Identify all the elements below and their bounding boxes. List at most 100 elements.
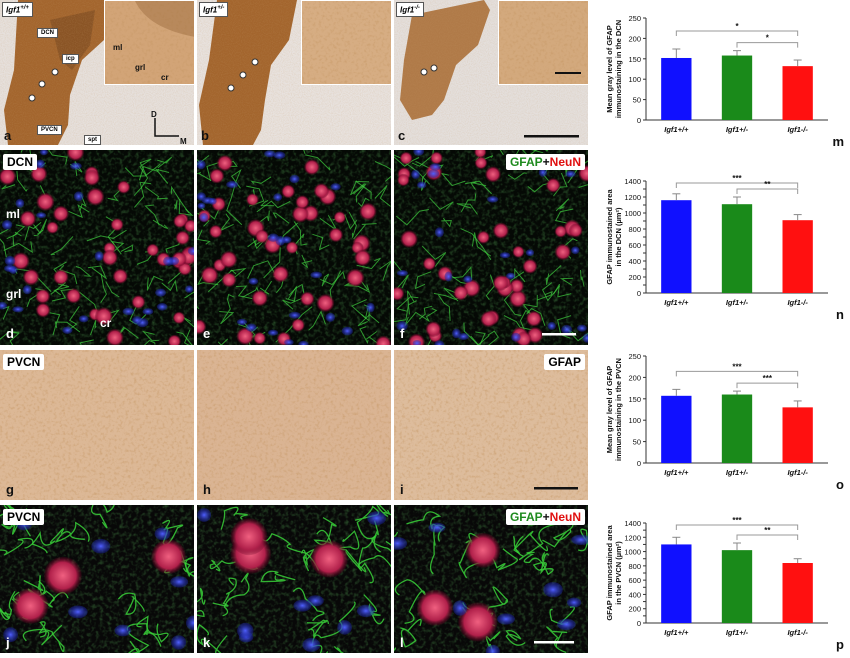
- neun-cell: [113, 269, 128, 284]
- nucleus: [274, 151, 286, 159]
- nucleus: [155, 527, 171, 540]
- nucleus: [62, 327, 72, 334]
- region-label-pvcn: PVCN: [37, 125, 62, 135]
- x-tick-label: Igf1-/-: [787, 628, 808, 637]
- panel-label-o: o: [836, 477, 844, 492]
- neun-cell: [359, 203, 376, 220]
- nucleus: [453, 600, 467, 615]
- neun-cell: [176, 231, 190, 245]
- neun-cell: [526, 311, 542, 327]
- panel-label-i: i: [400, 482, 404, 497]
- panel-label-b: b: [201, 128, 209, 143]
- significance-bracket: [676, 31, 797, 36]
- bar-0: [661, 396, 691, 463]
- neun-cell: [44, 557, 82, 595]
- nucleus: [567, 598, 581, 608]
- nucleus: [367, 511, 386, 525]
- nucleus: [155, 289, 166, 297]
- significance-bracket: [737, 383, 798, 388]
- panel-b-inset: [301, 0, 391, 85]
- orientation-arrows: [153, 118, 181, 140]
- region-label-spt: spt: [84, 135, 101, 145]
- nucleus: [487, 196, 498, 203]
- nucleus: [571, 246, 579, 254]
- neun-cell: [254, 332, 266, 344]
- bar-1: [722, 395, 752, 463]
- stain-tag-gfap: GFAP: [544, 354, 585, 370]
- neun-cell: [23, 269, 39, 285]
- nucleus: [302, 638, 320, 652]
- y-axis-label-line: GFAP immunostained area: [605, 525, 614, 621]
- y-tick-label: 150: [628, 395, 641, 404]
- region-tag-pvcn-dab: PVCN: [3, 354, 44, 370]
- nucleus: [445, 272, 453, 282]
- significance-bracket: [676, 183, 797, 188]
- panel-label-l: l: [400, 635, 404, 650]
- neun-cell: [87, 188, 105, 206]
- layer-label-cr: cr: [100, 316, 111, 330]
- neun-cell: [317, 294, 335, 312]
- panel-d-dcn-fluorescence: DCN ml grl cr d: [0, 150, 194, 345]
- x-tick-label: Igf1+/-: [726, 468, 749, 477]
- nucleus: [91, 539, 110, 554]
- neun-cell: [217, 155, 233, 171]
- nucleus: [357, 605, 375, 617]
- significance-bracket: [737, 189, 798, 194]
- nucleus: [237, 623, 253, 639]
- nucleus: [326, 313, 336, 322]
- y-axis-label-line: GFAP immunostained area: [605, 189, 614, 285]
- bar-0: [661, 58, 691, 120]
- nucleus: [342, 327, 353, 336]
- nucleus: [273, 193, 282, 201]
- neun-cell: [400, 152, 413, 165]
- panel-label-e: e: [203, 326, 210, 341]
- neun-cell: [346, 269, 364, 287]
- x-tick-label: Igf1-/-: [787, 468, 808, 477]
- y-tick-label: 1200: [624, 533, 641, 542]
- neun-cell: [430, 152, 443, 165]
- neun-cell: [53, 206, 69, 222]
- neun-cell: [230, 518, 267, 555]
- panel-c-inset: [498, 0, 588, 85]
- panel-h-pvcn-dab: h: [197, 350, 391, 500]
- neun-cell: [300, 292, 314, 306]
- nucleus: [23, 285, 32, 294]
- neun-cell: [102, 250, 118, 266]
- y-tick-label: 800: [628, 225, 641, 234]
- nucleus: [199, 213, 208, 222]
- neun-cell: [465, 533, 500, 568]
- neun-cell: [246, 193, 259, 206]
- y-tick-label: 1400: [624, 177, 641, 186]
- bar-2: [783, 563, 813, 623]
- layer-label-ml: ml: [6, 207, 20, 221]
- panel-k-pvcn-fluorescence: k: [197, 505, 391, 653]
- nucleus: [185, 285, 193, 292]
- inset-label-ml: ml: [113, 43, 122, 52]
- neun-cell: [334, 211, 346, 223]
- y-tick-label: 0: [637, 459, 641, 468]
- neun-cell: [555, 225, 567, 237]
- neun-cell: [423, 257, 436, 270]
- region-tag-dcn: DCN: [3, 154, 37, 170]
- nucleus: [115, 625, 132, 637]
- neun-cell: [523, 259, 538, 274]
- neun-cell: [296, 195, 310, 209]
- axis-label-m: M: [180, 137, 187, 145]
- nucleus: [310, 272, 322, 279]
- region-label-dcn: DCN: [37, 28, 58, 38]
- significance-bracket: [676, 371, 797, 376]
- nucleus: [70, 163, 82, 170]
- y-axis-label-line: Mean gray level of GFAP: [605, 25, 614, 113]
- panel-c-dab-overview: Igf1-/- c: [394, 0, 588, 145]
- nucleus: [526, 249, 534, 256]
- nucleus: [74, 191, 84, 201]
- y-tick-label: 0: [637, 619, 641, 628]
- nucleus: [417, 182, 426, 189]
- panel-label-n: n: [836, 307, 844, 322]
- neun-cell: [493, 223, 509, 239]
- panel-i-pvcn-dab: GFAP i: [394, 350, 588, 500]
- x-tick-label: Igf1+/+: [664, 125, 689, 134]
- layer-label-grl: grl: [6, 287, 21, 301]
- y-tick-label: 50: [633, 96, 641, 105]
